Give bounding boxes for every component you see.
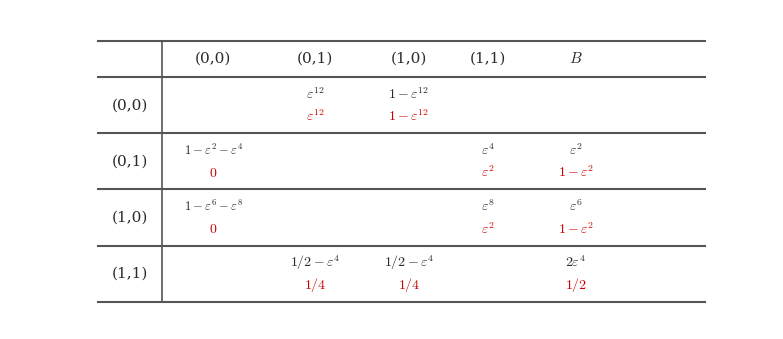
Text: $\varepsilon^{8}$: $\varepsilon^{8}$ <box>481 199 495 214</box>
Text: (1,1): (1,1) <box>470 52 506 66</box>
Text: (0,1): (0,1) <box>111 154 148 168</box>
Text: $0$: $0$ <box>209 222 218 236</box>
Text: (0,0): (0,0) <box>111 98 148 112</box>
Text: $1/4$: $1/4$ <box>398 276 420 294</box>
Text: $0$: $0$ <box>209 166 218 180</box>
Text: $1/2 - \varepsilon^{4}$: $1/2 - \varepsilon^{4}$ <box>384 253 434 272</box>
Text: (1,0): (1,0) <box>111 211 148 224</box>
Text: (0,0): (0,0) <box>195 52 231 66</box>
Text: $1 - \varepsilon^{2}$: $1 - \varepsilon^{2}$ <box>557 221 594 237</box>
Text: $1/2 - \varepsilon^{4}$: $1/2 - \varepsilon^{4}$ <box>290 253 340 272</box>
Text: $1/4$: $1/4$ <box>304 276 326 294</box>
Text: $\varepsilon^{4}$: $\varepsilon^{4}$ <box>481 142 495 158</box>
Text: $\varepsilon^{2}$: $\varepsilon^{2}$ <box>481 165 495 180</box>
Text: $\varepsilon^{6}$: $\varepsilon^{6}$ <box>569 199 583 214</box>
Text: (1,1): (1,1) <box>111 267 148 281</box>
Text: (1,0): (1,0) <box>391 52 427 66</box>
Text: $1/2$: $1/2$ <box>565 276 587 294</box>
Text: $1 - \varepsilon^{12}$: $1 - \varepsilon^{12}$ <box>388 86 429 102</box>
Text: $1 - \varepsilon^{6} - \varepsilon^{8}$: $1 - \varepsilon^{6} - \varepsilon^{8}$ <box>184 199 243 214</box>
Text: $2\varepsilon^{4}$: $2\varepsilon^{4}$ <box>565 255 586 270</box>
Text: (0,1): (0,1) <box>297 52 333 66</box>
Text: $1 - \varepsilon^{2} - \varepsilon^{4}$: $1 - \varepsilon^{2} - \varepsilon^{4}$ <box>183 143 243 158</box>
Text: $\varepsilon^{2}$: $\varepsilon^{2}$ <box>481 221 495 237</box>
Text: $\varepsilon^{2}$: $\varepsilon^{2}$ <box>569 142 583 158</box>
Text: $B$: $B$ <box>569 52 583 66</box>
Text: $\varepsilon^{12}$: $\varepsilon^{12}$ <box>305 86 324 102</box>
Text: $\varepsilon^{12}$: $\varepsilon^{12}$ <box>305 109 324 124</box>
Text: $1 - \varepsilon^{2}$: $1 - \varepsilon^{2}$ <box>557 165 594 180</box>
Text: $1 - \varepsilon^{12}$: $1 - \varepsilon^{12}$ <box>388 109 429 124</box>
